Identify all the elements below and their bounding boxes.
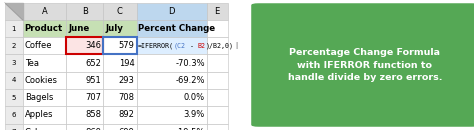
Bar bbox=[23, 54, 66, 72]
Text: -: - bbox=[186, 43, 198, 49]
Text: 892: 892 bbox=[119, 110, 135, 119]
Text: July: July bbox=[105, 24, 123, 33]
Text: Percent Change: Percent Change bbox=[138, 24, 216, 33]
Bar bbox=[207, 72, 228, 89]
Bar bbox=[207, 89, 228, 106]
Bar bbox=[66, 106, 103, 124]
Bar bbox=[66, 72, 103, 89]
Text: 4: 4 bbox=[11, 77, 16, 83]
Bar bbox=[66, 54, 103, 72]
Text: 707: 707 bbox=[85, 93, 101, 102]
Text: Bagels: Bagels bbox=[25, 93, 53, 102]
Bar bbox=[207, 106, 228, 124]
Bar bbox=[103, 37, 137, 54]
FancyBboxPatch shape bbox=[251, 3, 474, 127]
Text: 951: 951 bbox=[86, 76, 101, 85]
Text: -70.3%: -70.3% bbox=[175, 59, 205, 68]
Bar bbox=[5, 54, 23, 72]
Bar bbox=[207, 54, 228, 72]
Bar bbox=[207, 124, 228, 130]
Text: 5: 5 bbox=[11, 95, 16, 101]
Bar bbox=[103, 124, 137, 130]
Text: Coffee: Coffee bbox=[25, 41, 52, 50]
Bar bbox=[5, 124, 23, 130]
Bar bbox=[207, 37, 228, 54]
Text: 579: 579 bbox=[119, 41, 135, 50]
Text: )/B2,0): )/B2,0) bbox=[206, 43, 234, 49]
Polygon shape bbox=[5, 3, 23, 20]
Text: 7: 7 bbox=[11, 129, 16, 130]
Bar bbox=[5, 3, 23, 20]
Bar bbox=[103, 20, 137, 37]
Text: Cookies: Cookies bbox=[25, 76, 58, 85]
Bar bbox=[66, 37, 103, 54]
Bar bbox=[137, 20, 207, 37]
Text: 3.9%: 3.9% bbox=[183, 110, 205, 119]
Bar bbox=[137, 89, 207, 106]
Bar bbox=[207, 20, 228, 37]
Text: E: E bbox=[214, 7, 220, 16]
Text: 6: 6 bbox=[11, 112, 16, 118]
Text: 699: 699 bbox=[119, 128, 135, 130]
Bar bbox=[5, 72, 23, 89]
Bar bbox=[5, 20, 23, 37]
Bar bbox=[137, 37, 207, 54]
Bar bbox=[5, 106, 23, 124]
Bar bbox=[137, 124, 207, 130]
Bar bbox=[23, 106, 66, 124]
Bar bbox=[137, 54, 207, 72]
Text: -69.2%: -69.2% bbox=[175, 76, 205, 85]
Bar bbox=[23, 20, 66, 37]
Bar bbox=[103, 106, 137, 124]
Text: 869: 869 bbox=[85, 128, 101, 130]
Bar bbox=[207, 3, 228, 20]
Bar bbox=[103, 37, 137, 54]
Text: 293: 293 bbox=[119, 76, 135, 85]
Text: C: C bbox=[117, 7, 123, 16]
Bar bbox=[137, 72, 207, 89]
Text: 652: 652 bbox=[86, 59, 101, 68]
Bar bbox=[23, 3, 66, 20]
Text: June: June bbox=[68, 24, 90, 33]
Bar bbox=[23, 124, 66, 130]
Text: -19.5%: -19.5% bbox=[175, 128, 205, 130]
Text: (C2: (C2 bbox=[174, 43, 186, 49]
Text: D: D bbox=[168, 7, 175, 16]
Text: =IFERROR(: =IFERROR( bbox=[138, 43, 174, 49]
Bar bbox=[103, 3, 137, 20]
Text: 708: 708 bbox=[118, 93, 135, 102]
Text: 3: 3 bbox=[11, 60, 16, 66]
Bar bbox=[23, 89, 66, 106]
Bar bbox=[66, 89, 103, 106]
Bar bbox=[5, 89, 23, 106]
Text: B2: B2 bbox=[198, 43, 206, 49]
Text: 1: 1 bbox=[11, 25, 16, 32]
Bar bbox=[137, 3, 207, 20]
Bar bbox=[103, 54, 137, 72]
Text: Cakes: Cakes bbox=[25, 128, 50, 130]
Bar bbox=[66, 124, 103, 130]
Text: 194: 194 bbox=[119, 59, 135, 68]
Bar bbox=[66, 3, 103, 20]
Text: 0.0%: 0.0% bbox=[183, 93, 205, 102]
Text: 2: 2 bbox=[11, 43, 16, 49]
Text: Percentage Change Formula
with IFERROR function to
handle divide by zero errors.: Percentage Change Formula with IFERROR f… bbox=[288, 48, 442, 82]
Bar bbox=[23, 37, 66, 54]
Text: Apples: Apples bbox=[25, 110, 53, 119]
Text: B: B bbox=[82, 7, 88, 16]
Bar bbox=[103, 89, 137, 106]
Text: Product: Product bbox=[25, 24, 63, 33]
Bar bbox=[103, 72, 137, 89]
Bar bbox=[137, 106, 207, 124]
Text: A: A bbox=[42, 7, 47, 16]
Text: 346: 346 bbox=[85, 41, 101, 50]
Text: Tea: Tea bbox=[25, 59, 39, 68]
Text: |: | bbox=[234, 42, 238, 49]
Bar bbox=[5, 37, 23, 54]
Text: 858: 858 bbox=[85, 110, 101, 119]
Bar bbox=[23, 72, 66, 89]
Bar bbox=[66, 37, 103, 54]
Bar bbox=[66, 20, 103, 37]
